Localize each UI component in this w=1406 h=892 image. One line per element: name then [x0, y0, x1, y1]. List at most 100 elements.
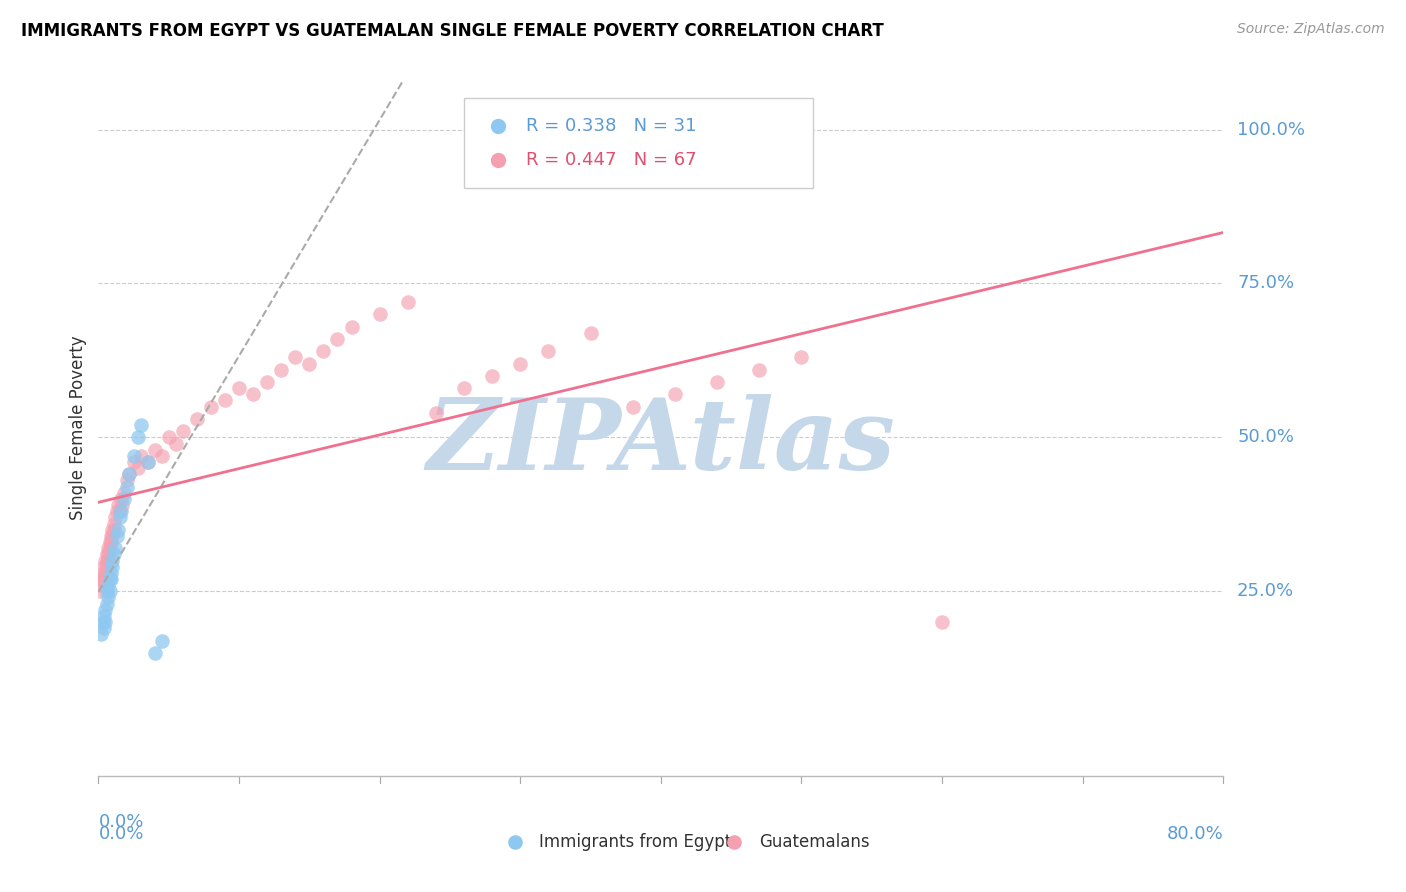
Point: [607, 797, 630, 811]
Point: [122, 449, 145, 463]
Point: [326, 332, 349, 346]
Text: 0.0%: 0.0%: [98, 813, 143, 831]
Point: [90, 627, 112, 641]
Point: [103, 548, 125, 562]
Point: [104, 541, 127, 556]
Point: [96, 597, 118, 611]
Point: [284, 351, 307, 365]
Point: [425, 406, 447, 420]
Point: [790, 351, 813, 365]
Point: [101, 529, 124, 543]
Point: [96, 548, 118, 562]
Point: [706, 375, 728, 389]
Point: [90, 578, 112, 592]
Point: [97, 591, 120, 605]
Point: [91, 572, 114, 586]
Point: [165, 436, 187, 450]
Point: [537, 344, 560, 359]
Point: [105, 504, 128, 518]
Point: [98, 541, 121, 556]
Text: Immigrants from Egypt: Immigrants from Egypt: [540, 833, 731, 851]
Point: [94, 603, 117, 617]
Point: [118, 467, 141, 482]
Text: 80.0%: 80.0%: [1167, 825, 1223, 843]
Point: [242, 387, 264, 401]
Point: [621, 400, 644, 414]
Point: [97, 548, 120, 562]
Point: [108, 510, 131, 524]
Point: [186, 412, 208, 426]
Point: [98, 584, 121, 599]
Text: Source: ZipAtlas.com: Source: ZipAtlas.com: [1237, 22, 1385, 37]
Point: [107, 523, 129, 537]
Point: [115, 474, 138, 488]
Point: [136, 455, 159, 469]
Point: [129, 418, 152, 433]
Point: [150, 449, 173, 463]
Point: [93, 559, 115, 574]
Point: [98, 572, 121, 586]
Point: [93, 621, 115, 635]
Point: [105, 529, 128, 543]
Point: [98, 535, 121, 549]
Point: [748, 362, 770, 376]
Text: R = 0.447   N = 67: R = 0.447 N = 67: [526, 152, 696, 169]
Point: [256, 375, 278, 389]
Point: [100, 566, 122, 580]
Point: [100, 529, 122, 543]
Point: [136, 455, 159, 469]
Point: [127, 461, 149, 475]
Point: [664, 387, 686, 401]
Point: [122, 455, 145, 469]
Point: [90, 572, 112, 586]
Point: [107, 498, 129, 512]
Point: [579, 326, 602, 340]
Point: [228, 381, 250, 395]
Point: [97, 578, 120, 592]
Point: [368, 307, 391, 321]
Point: [111, 498, 134, 512]
Point: [112, 485, 135, 500]
Text: 25.0%: 25.0%: [1237, 582, 1295, 600]
Text: Guatemalans: Guatemalans: [759, 833, 869, 851]
Point: [270, 362, 292, 376]
Text: ZIPAtlas: ZIPAtlas: [426, 394, 896, 491]
Point: [110, 504, 132, 518]
Point: [94, 566, 117, 580]
Point: [481, 368, 503, 383]
Point: [100, 572, 122, 586]
Text: 0.0%: 0.0%: [98, 825, 143, 843]
Point: [143, 442, 166, 457]
Point: [150, 633, 173, 648]
Point: [586, 162, 609, 177]
Point: [340, 319, 363, 334]
Point: [110, 491, 132, 506]
Point: [89, 584, 111, 599]
Point: [108, 504, 131, 518]
Point: [101, 559, 124, 574]
Text: 75.0%: 75.0%: [1237, 275, 1295, 293]
Point: [103, 523, 125, 537]
Point: [104, 510, 127, 524]
Point: [931, 615, 953, 629]
FancyBboxPatch shape: [464, 98, 813, 188]
Y-axis label: Single Female Poverty: Single Female Poverty: [69, 336, 87, 520]
Point: [298, 357, 321, 371]
Point: [157, 430, 180, 444]
Point: [143, 646, 166, 660]
Point: [509, 357, 531, 371]
Point: [93, 609, 115, 624]
Point: [94, 553, 117, 567]
Point: [100, 535, 122, 549]
Text: IMMIGRANTS FROM EGYPT VS GUATEMALAN SINGLE FEMALE POVERTY CORRELATION CHART: IMMIGRANTS FROM EGYPT VS GUATEMALAN SING…: [21, 22, 884, 40]
Point: [91, 615, 114, 629]
Point: [115, 480, 138, 494]
Point: [129, 449, 152, 463]
Point: [93, 572, 115, 586]
Text: 100.0%: 100.0%: [1237, 120, 1305, 138]
Point: [453, 381, 475, 395]
Point: [396, 294, 419, 309]
Point: [103, 516, 125, 531]
Point: [127, 430, 149, 444]
Text: 50.0%: 50.0%: [1237, 428, 1294, 446]
